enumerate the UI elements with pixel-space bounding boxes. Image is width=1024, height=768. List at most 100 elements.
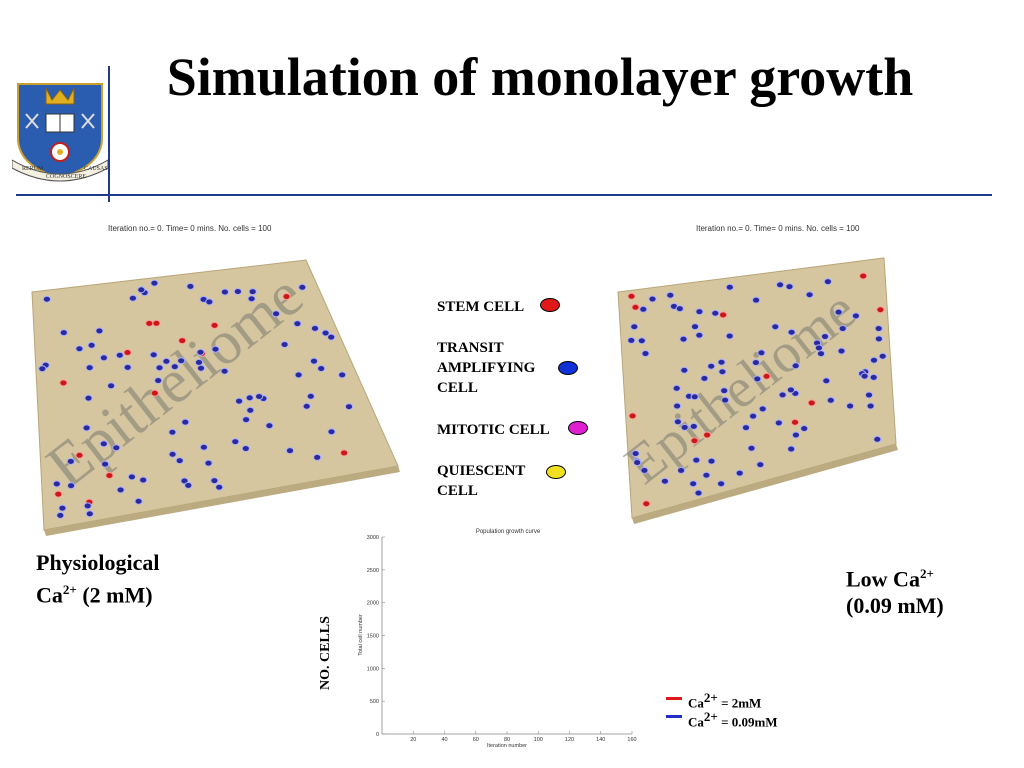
transit-amplifying-cell — [689, 480, 698, 488]
transit-amplifying-cell — [210, 477, 219, 485]
transit-amplifying-cell — [83, 502, 92, 510]
transit-amplifying-cell — [834, 308, 843, 316]
transit-amplifying-cell — [869, 373, 878, 381]
transit-amplifying-cell — [52, 480, 61, 488]
transit-amplifying-cell — [874, 335, 883, 343]
y-tick-label: 0 — [376, 732, 379, 738]
left-iteration-text: Iteration no.= 0. Time= 0 mins. No. cell… — [108, 224, 272, 233]
transit-amplifying-cell — [838, 325, 847, 332]
x-tick-label: 100 — [534, 737, 543, 743]
transit-amplifying-cell — [820, 333, 830, 340]
transit-amplifying-cell — [846, 402, 855, 410]
transit-amplifying-cell — [327, 333, 336, 341]
transit-amplifying-cell — [95, 327, 104, 335]
transit-amplifying-cell — [247, 295, 256, 303]
stem-cell — [152, 319, 161, 327]
stem-cell — [859, 272, 868, 280]
stem-cell — [75, 451, 84, 459]
transit-amplifying-cell — [641, 350, 650, 357]
stem-cell — [105, 472, 114, 479]
transit-amplifying-cell — [137, 286, 146, 294]
legend-transit-amplifying-cell: TRANSIT AMPLIFYING CELL — [437, 340, 536, 396]
transit-amplifying-cell — [115, 351, 124, 359]
mitotic-cell-swatch — [568, 421, 588, 435]
transit-amplifying-cell — [309, 357, 319, 365]
chart-ylabel: Total cell number — [358, 614, 364, 656]
transit-amplifying-cell — [99, 440, 108, 448]
transit-amplifying-cell — [181, 418, 190, 426]
transit-amplifying-cell — [707, 457, 716, 465]
transit-amplifying-cell — [170, 363, 179, 371]
transit-amplifying-cell — [215, 483, 224, 491]
stem-cell — [54, 490, 63, 498]
transit-amplifying-cell — [302, 402, 311, 410]
transit-amplifying-cell — [327, 428, 336, 436]
transit-amplifying-cell — [194, 358, 204, 366]
y-tick-label: 3000 — [367, 535, 379, 541]
chart-title: Population growth curve — [476, 529, 541, 535]
transit-amplifying-cell — [220, 367, 229, 375]
transit-amplifying-cell — [134, 497, 143, 505]
transit-amplifying-cell — [154, 377, 163, 384]
stem-cell — [807, 399, 816, 407]
transit-amplifying-cell — [306, 392, 315, 400]
transit-amplifying-cell — [791, 362, 800, 370]
transit-amplifying-cell — [866, 402, 875, 410]
transit-amplifying-cell — [735, 469, 744, 477]
transit-amplifying-cell — [248, 288, 257, 296]
transit-amplifying-cell — [149, 351, 158, 359]
right-iteration-text: Iteration no.= 0. Time= 0 mins. No. cell… — [696, 224, 860, 233]
right-simulation-view: Epitheliome — [614, 257, 898, 524]
stem-cell — [282, 293, 291, 300]
transit-amplifying-cell — [707, 362, 716, 370]
svg-text:CAUSAS: CAUSAS — [84, 166, 108, 172]
transit-amplifying-cell — [313, 453, 322, 461]
legend-quiescent-cell: QUIESCENT CELL — [437, 463, 526, 499]
transit-amplifying-cell — [293, 320, 302, 328]
transit-amplifying-cell — [116, 486, 125, 494]
transit-amplifying-cell — [168, 450, 177, 458]
x-tick-label: 20 — [410, 737, 416, 743]
transit-amplifying-cell — [774, 419, 783, 427]
y-tick-label: 1000 — [367, 666, 379, 672]
stem-cell-swatch — [540, 298, 560, 312]
stem-cell — [790, 418, 800, 426]
transit-amplifying-cell — [42, 295, 51, 303]
transit-amplifying-cell — [321, 329, 330, 337]
transit-amplifying-cell — [66, 457, 75, 465]
transit-amplifying-cell — [741, 424, 751, 432]
transit-amplifying-cell — [823, 278, 832, 286]
transit-amplifying-cell — [344, 403, 354, 411]
chart-xlabel: Iteration number — [487, 743, 527, 749]
transit-amplifying-cell — [695, 331, 704, 339]
stem-cell — [150, 389, 159, 397]
transit-amplifying-cell — [637, 337, 646, 345]
transit-amplifying-cell — [155, 364, 164, 372]
y-tick-label: 500 — [370, 699, 379, 705]
transit-amplifying-cell — [640, 466, 649, 474]
transit-amplifying-cell — [220, 288, 229, 296]
transit-amplifying-cell — [75, 345, 84, 353]
transit-amplifying-cell — [787, 445, 796, 453]
transit-amplifying-cell — [749, 412, 758, 420]
population-growth-chart: Population growth curve 0 500 1000 1500 2000… — [358, 529, 637, 749]
transit-amplifying-cell — [139, 476, 148, 484]
stem-cell — [762, 372, 771, 380]
transit-amplifying-cell — [680, 366, 689, 374]
transit-amplifying-cell — [235, 397, 244, 405]
transit-amplifying-cell — [690, 393, 699, 401]
transit-amplifying-cell — [168, 428, 177, 436]
stem-cell — [703, 431, 712, 439]
transit-amplifying-cell — [186, 282, 195, 290]
transit-amplifying-cell — [205, 298, 214, 306]
vertical-divider — [108, 66, 110, 202]
transit-amplifying-cell — [700, 374, 709, 382]
transit-amplifying-cell — [87, 341, 96, 349]
transit-amplifying-cell — [822, 377, 831, 385]
transit-amplifying-cell — [231, 438, 240, 446]
transit-amplifying-cell — [752, 296, 761, 304]
transit-amplifying-cell — [747, 444, 756, 452]
transit-amplifying-cell — [128, 294, 138, 302]
x-tick-label: 120 — [565, 737, 574, 743]
svg-text:COGNOSCERE: COGNOSCERE — [46, 174, 86, 180]
